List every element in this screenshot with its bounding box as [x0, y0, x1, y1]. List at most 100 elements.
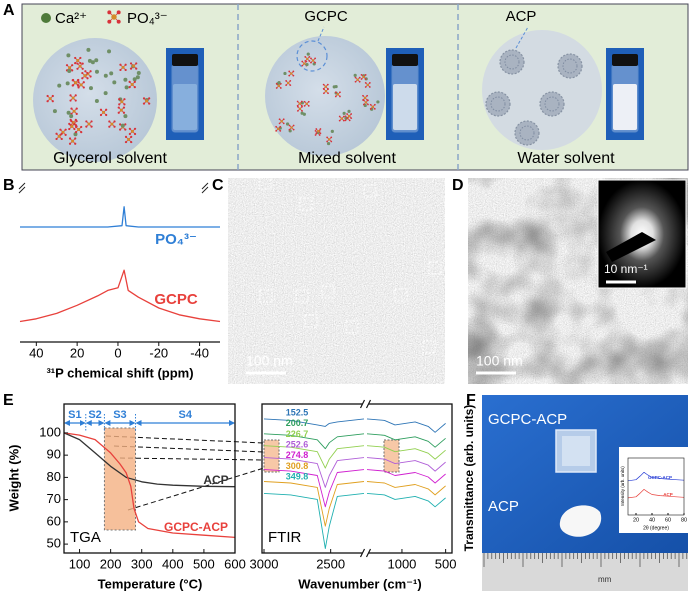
- oxygen: [124, 135, 128, 138]
- oxygen: [368, 81, 371, 84]
- ca-icon: [41, 13, 51, 23]
- ca-ion: [86, 47, 91, 52]
- plot-frame: [63, 403, 236, 554]
- panel-label: A: [3, 2, 15, 19]
- oxygen: [122, 106, 126, 109]
- oxygen: [319, 128, 322, 130]
- legend-text: Ca²⁺: [55, 10, 87, 27]
- phosphorus: [120, 100, 124, 104]
- data-line: [63, 432, 236, 539]
- vial-cap: [612, 54, 638, 66]
- acp-particle: [485, 91, 511, 117]
- oxygen: [128, 86, 131, 89]
- oxygen: [75, 107, 78, 110]
- panel-label: D: [452, 177, 464, 194]
- ca-ion: [135, 75, 140, 80]
- oxygen: [314, 61, 317, 64]
- oxygen: [296, 104, 299, 107]
- oxygen: [124, 123, 127, 126]
- series-label: 252.6: [286, 439, 309, 449]
- oxygen: [135, 67, 138, 70]
- ca-ion: [326, 141, 331, 146]
- oxygen: [69, 99, 72, 102]
- phosphorus: [132, 64, 136, 68]
- oxygen: [117, 106, 120, 109]
- phosphorus: [110, 122, 114, 126]
- series-label: PO₄³⁻: [155, 231, 197, 248]
- panel-label: C: [212, 177, 224, 194]
- oxygen: [51, 100, 54, 103]
- phosphorus: [71, 139, 75, 143]
- oxygen: [315, 128, 318, 130]
- oxygen: [76, 62, 79, 65]
- oxygen: [354, 80, 357, 83]
- oxygen: [90, 120, 93, 123]
- x-tick-label: 80: [681, 517, 687, 523]
- oxygen: [133, 80, 136, 84]
- oxygen: [279, 87, 282, 89]
- ca-ion: [277, 81, 281, 85]
- series-label: ACP: [203, 473, 228, 487]
- xrd-inset: [619, 447, 688, 533]
- marker-box: [345, 320, 359, 334]
- ca-ion: [103, 91, 108, 96]
- data-line: [263, 492, 365, 549]
- ca-ion: [136, 70, 141, 75]
- oxygen: [326, 136, 328, 139]
- oxygen: [346, 113, 348, 115]
- oxygen: [89, 75, 92, 78]
- oxygen: [128, 80, 131, 84]
- marker-box: [363, 184, 377, 198]
- series-label: GCPC: [154, 291, 198, 308]
- oxygen: [85, 125, 88, 128]
- oxygen: [108, 120, 111, 123]
- ca-ion: [123, 114, 128, 119]
- phosphorus: [324, 89, 328, 93]
- data-line: [366, 418, 446, 433]
- ca-ion: [285, 122, 290, 126]
- oxygen: [308, 60, 311, 62]
- vial-liquid: [173, 84, 197, 130]
- oxygen: [296, 100, 299, 103]
- series-label: 200.7: [286, 418, 309, 428]
- oxygen: [300, 100, 303, 103]
- oxygen: [77, 81, 80, 84]
- oxygen: [292, 70, 295, 73]
- data-line: [263, 445, 365, 469]
- region-highlight: [383, 439, 400, 473]
- legend-text: PO₄³⁻: [127, 10, 168, 27]
- oxygen: [105, 108, 108, 111]
- oxygen: [85, 120, 88, 123]
- annotation: TGA: [70, 529, 101, 546]
- oxygen: [74, 94, 77, 97]
- oxygen: [86, 77, 89, 80]
- oxygen: [275, 125, 278, 128]
- ca-ion: [353, 73, 357, 77]
- marker-box: [321, 285, 335, 299]
- oxygen: [346, 117, 348, 120]
- oxygen: [368, 86, 371, 88]
- axis-break: [365, 399, 372, 409]
- phosphorus: [102, 110, 106, 114]
- oxygen: [86, 71, 89, 75]
- oxygen: [107, 19, 112, 24]
- oxygen: [129, 67, 133, 70]
- oxygen: [330, 140, 333, 143]
- phosphorus: [77, 128, 81, 132]
- caption: Glycerol solvent: [53, 150, 167, 167]
- ca-ion: [57, 83, 62, 88]
- x-tick-label: 500: [435, 556, 457, 571]
- oxygen: [292, 124, 295, 127]
- oxygen: [74, 125, 78, 129]
- phosphorus: [280, 120, 283, 123]
- phosphorus: [327, 138, 331, 141]
- phosphorus: [145, 99, 149, 103]
- oxygen: [130, 135, 133, 138]
- series-label: 274.8: [286, 450, 309, 460]
- ca-ion: [132, 77, 137, 82]
- oxygen: [367, 103, 369, 106]
- photo-label: ACP: [488, 498, 519, 515]
- oxygen: [118, 98, 121, 101]
- marker-box: [258, 176, 272, 190]
